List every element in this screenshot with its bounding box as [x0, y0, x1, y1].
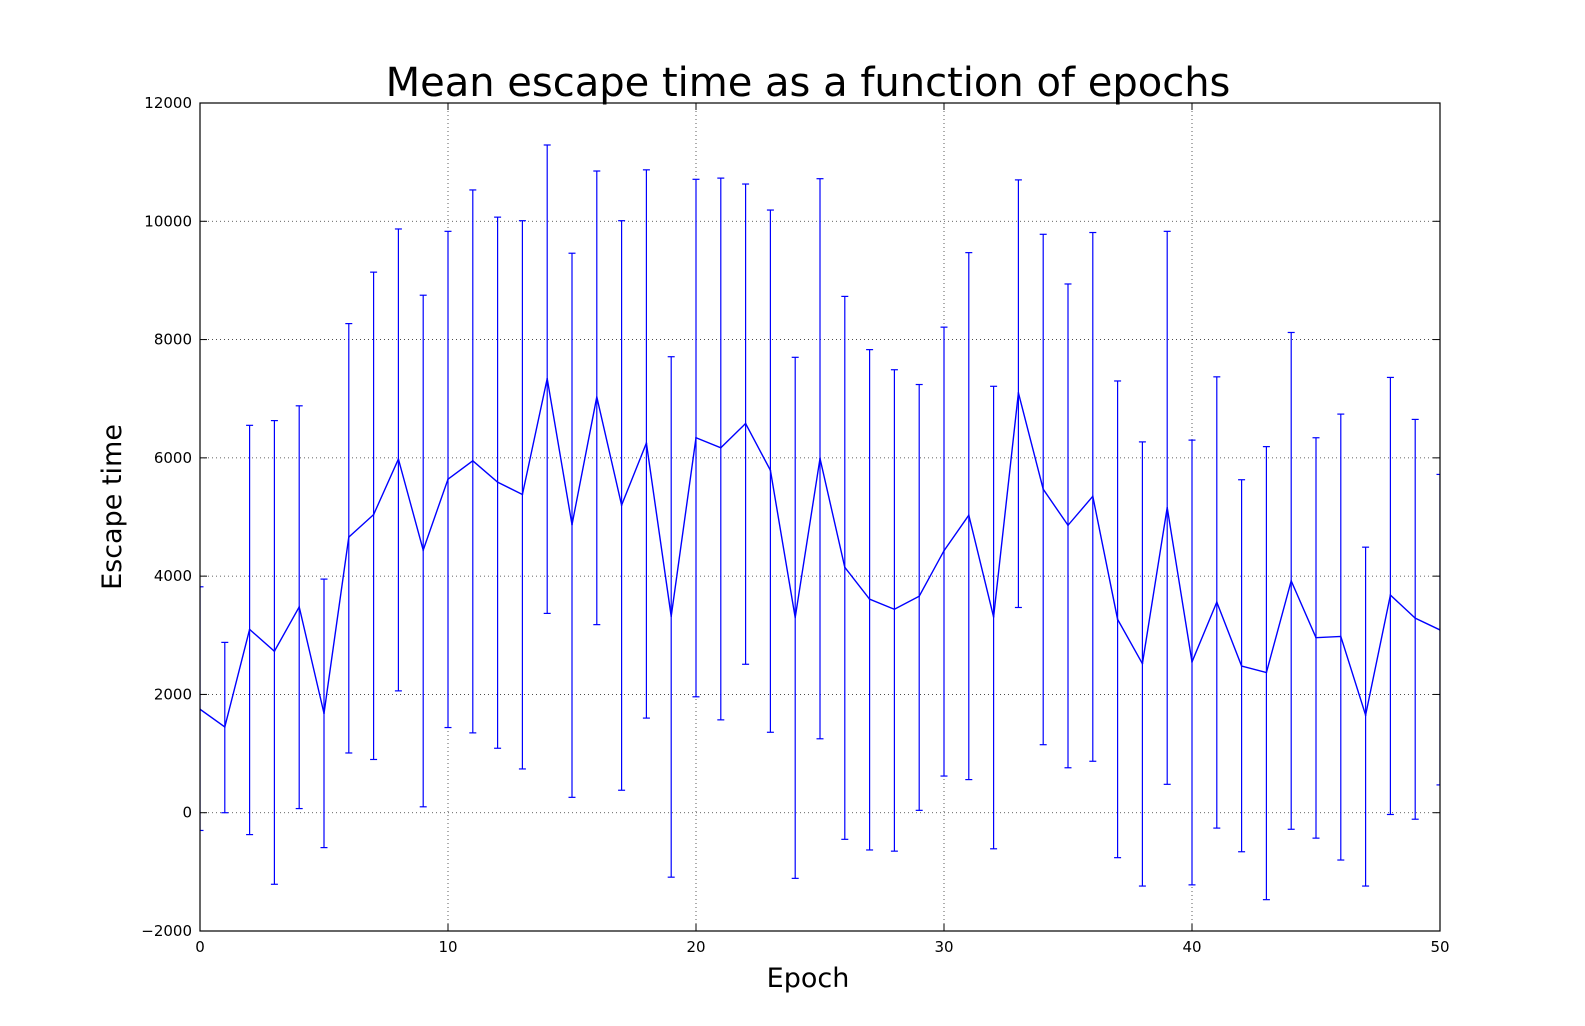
data-point	[273, 650, 276, 653]
data-point	[372, 513, 375, 516]
x-tick-label: 20	[686, 938, 705, 956]
data-point	[720, 447, 722, 449]
data-point	[298, 606, 301, 608]
y-tick-label: 12000	[144, 94, 192, 112]
data-point	[596, 396, 598, 398]
data-point	[1265, 671, 1268, 674]
y-tick-label: 8000	[154, 331, 192, 349]
data-point	[447, 478, 449, 480]
axis-ticks: 0 10 20 30 40 50−2000020004000600080001000012…	[141, 94, 1449, 956]
data-point	[422, 549, 425, 551]
x-tick-label: 0	[195, 938, 205, 956]
data-point	[1290, 580, 1292, 582]
data-point	[472, 460, 474, 462]
data-point	[893, 608, 896, 611]
data-point	[323, 712, 325, 715]
data-point	[943, 549, 945, 552]
x-axis-label: Epoch	[767, 963, 850, 994]
data-point	[1042, 488, 1044, 491]
data-point	[1067, 524, 1069, 527]
x-tick-label: 10	[438, 938, 457, 956]
data-point	[521, 493, 524, 496]
x-tick-label: 50	[1430, 938, 1449, 956]
data-point	[794, 616, 796, 619]
data-point	[1216, 601, 1218, 603]
data-point	[670, 615, 672, 618]
data-point	[224, 726, 226, 728]
y-tick-label: 0	[182, 804, 192, 822]
data-point	[1414, 617, 1416, 619]
y-tick-label: −2000	[141, 922, 192, 940]
data-point	[571, 523, 573, 526]
data-point	[397, 458, 400, 460]
y-tick-label: 4000	[154, 567, 192, 585]
data-point	[992, 616, 995, 618]
data-point	[1340, 635, 1342, 638]
data-point	[744, 422, 747, 425]
data-point	[819, 457, 821, 460]
data-point	[968, 514, 970, 517]
data-point	[1092, 495, 1094, 498]
y-tick-label: 10000	[144, 212, 192, 230]
x-tick-label: 40	[1182, 938, 1201, 956]
data-point	[1364, 714, 1367, 716]
data-point	[496, 481, 499, 483]
y-tick-label: 6000	[154, 449, 192, 467]
y-tick-label: 2000	[154, 685, 192, 703]
x-tick-label: 30	[934, 938, 953, 956]
data-point	[1166, 506, 1168, 509]
data-point	[546, 377, 548, 380]
data-point	[1191, 661, 1193, 663]
data-line	[200, 377, 1440, 729]
error-bars	[200, 144, 1440, 901]
data-point	[868, 598, 871, 601]
data-point	[248, 628, 251, 631]
data-point	[918, 595, 920, 598]
data-point	[1389, 594, 1392, 596]
data-point	[844, 566, 846, 569]
data-point	[620, 504, 623, 506]
data-point	[1116, 618, 1119, 621]
plot-frame	[199, 102, 1441, 932]
data-point	[695, 436, 697, 439]
data-point	[1141, 662, 1144, 665]
data-point	[1240, 665, 1243, 667]
data-point	[348, 536, 350, 538]
data-point	[645, 442, 648, 444]
data-point	[1315, 636, 1317, 639]
y-axis-label: Escape time	[97, 424, 128, 590]
data-point	[1017, 392, 1020, 394]
data-point	[769, 469, 772, 472]
chart-title: Mean escape time as a function of epochs	[386, 60, 1231, 106]
